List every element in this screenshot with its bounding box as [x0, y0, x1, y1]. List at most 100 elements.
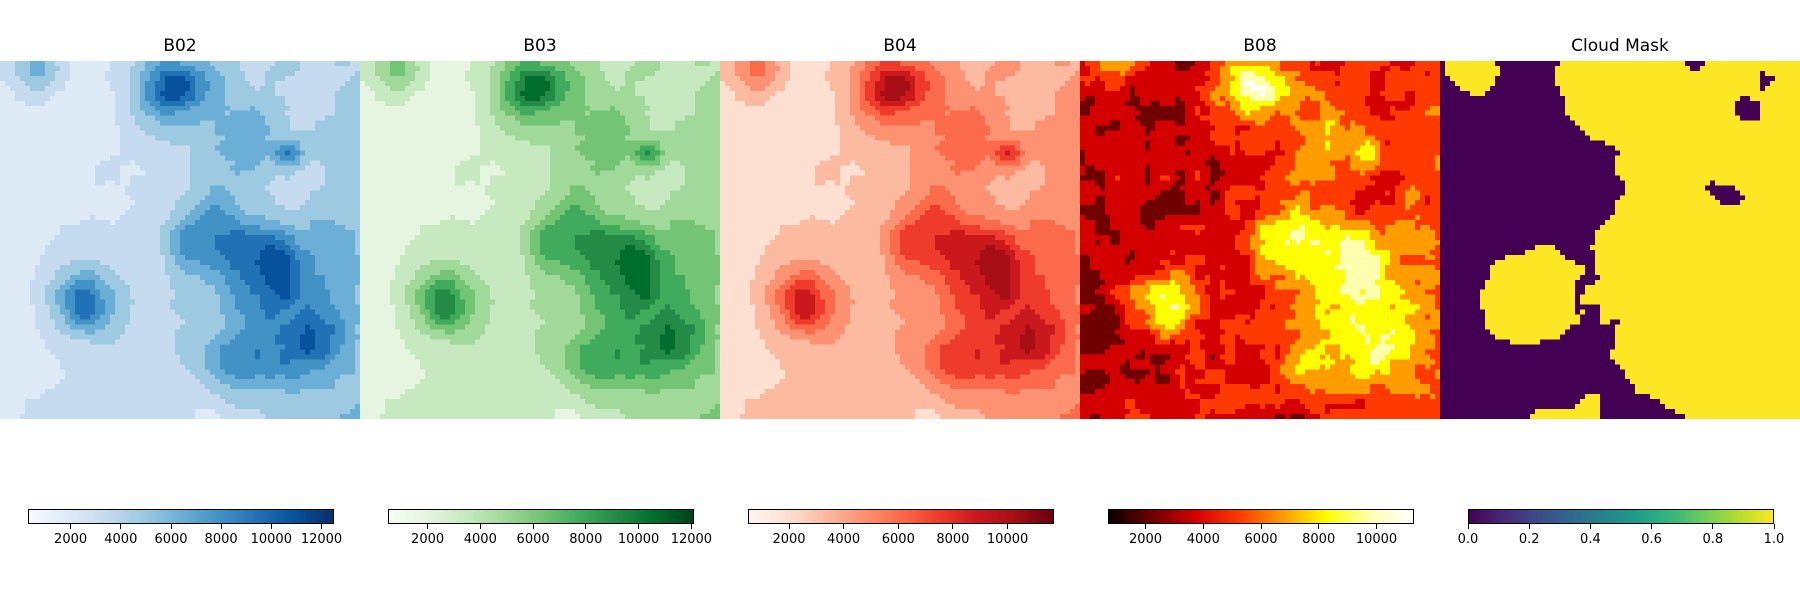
heatmap-cell	[255, 170, 261, 176]
heatmap-cell	[170, 185, 176, 191]
heatmap-cell	[190, 250, 196, 256]
heatmap-cell	[265, 290, 271, 296]
heatmap-cell	[225, 295, 231, 301]
heatmap-cell	[45, 111, 51, 117]
heatmap-cell	[115, 146, 121, 152]
heatmap-cell	[250, 146, 256, 152]
heatmap-cell	[25, 325, 31, 331]
heatmap-cell	[70, 305, 76, 311]
heatmap-cell	[140, 155, 146, 161]
heatmap-cell	[45, 310, 51, 316]
heatmap-cell	[215, 96, 221, 102]
heatmap-cell	[50, 76, 56, 82]
heatmap-cell	[170, 384, 176, 390]
heatmap-cell	[220, 160, 226, 166]
heatmap-cell	[15, 374, 21, 380]
heatmap-cell	[225, 245, 231, 251]
heatmap-cell	[260, 235, 266, 241]
heatmap-cell	[295, 364, 301, 370]
heatmap-cell	[195, 155, 201, 161]
heatmap-cell	[205, 334, 211, 340]
heatmap-cell	[230, 215, 236, 221]
heatmap-cell	[155, 205, 161, 211]
heatmap-cell	[215, 389, 221, 395]
heatmap-cell	[225, 96, 231, 102]
heatmap-cell	[180, 106, 186, 112]
heatmap-cell	[35, 354, 41, 360]
heatmap-cell	[50, 334, 56, 340]
heatmap-cell	[155, 394, 161, 400]
heatmap-cell	[265, 260, 271, 266]
heatmap-cell	[115, 334, 121, 340]
heatmap-cell	[270, 151, 276, 157]
heatmap-cell	[325, 235, 331, 241]
heatmap-cell	[65, 334, 71, 340]
heatmap-cell	[285, 210, 291, 216]
heatmap-cell	[325, 374, 331, 380]
heatmap-cell	[205, 91, 211, 97]
heatmap-cell	[145, 76, 151, 82]
heatmap-cell	[215, 61, 221, 67]
heatmap-cell	[70, 205, 76, 211]
heatmap-cell	[10, 270, 16, 276]
heatmap-cell	[265, 334, 271, 340]
heatmap-cell	[135, 255, 141, 261]
heatmap-cell	[60, 275, 66, 281]
heatmap-cell	[150, 354, 156, 360]
heatmap-cell	[100, 399, 106, 405]
heatmap-cell	[115, 185, 121, 191]
heatmap-cell	[345, 76, 351, 82]
heatmap-cell	[160, 325, 166, 331]
heatmap-cell	[30, 170, 36, 176]
heatmap-cell	[190, 389, 196, 395]
heatmap-cell	[105, 374, 111, 380]
heatmap-cell	[25, 339, 31, 345]
heatmap-cell	[45, 101, 51, 107]
heatmap-cell	[35, 106, 41, 112]
heatmap-cell	[210, 320, 216, 326]
heatmap-cell	[115, 175, 121, 181]
heatmap-cell	[110, 310, 116, 316]
heatmap-cell	[25, 185, 31, 191]
heatmap-cell	[215, 339, 221, 345]
heatmap-cell	[290, 275, 296, 281]
heatmap-cell	[65, 121, 71, 127]
heatmap-cell	[290, 101, 296, 107]
heatmap-cell	[205, 225, 211, 231]
heatmap-cell	[215, 225, 221, 231]
heatmap-cell	[210, 255, 216, 261]
heatmap-cell	[160, 210, 166, 216]
heatmap-cell	[80, 235, 86, 241]
heatmap-cell	[270, 290, 276, 296]
heatmap-cell	[70, 86, 76, 92]
heatmap-cell	[330, 215, 336, 221]
heatmap-cell	[200, 195, 206, 201]
heatmap-cell	[150, 369, 156, 375]
heatmap-cell	[10, 245, 16, 251]
heatmap-cell	[80, 151, 86, 157]
heatmap-cell	[230, 230, 236, 236]
heatmap-cell	[95, 235, 101, 241]
heatmap-cell	[250, 235, 256, 241]
heatmap-cell	[50, 91, 56, 97]
heatmap-cell	[70, 379, 76, 385]
heatmap-cell	[310, 210, 316, 216]
heatmap-cell	[25, 255, 31, 261]
heatmap-cell	[320, 315, 326, 321]
heatmap-cell	[145, 280, 151, 286]
heatmap-cell	[160, 320, 166, 326]
heatmap-cell	[215, 136, 221, 142]
heatmap-cell	[15, 394, 21, 400]
heatmap-cell	[280, 210, 286, 216]
heatmap-cell	[330, 91, 336, 97]
heatmap-cell	[140, 344, 146, 350]
heatmap-cell	[15, 200, 21, 206]
heatmap-cell	[110, 91, 116, 97]
heatmap-cell	[290, 384, 296, 390]
heatmap-cell	[310, 205, 316, 211]
heatmap-cell	[210, 96, 216, 102]
heatmap-cell	[310, 364, 316, 370]
heatmap-cell	[115, 285, 121, 291]
heatmap-cell	[165, 185, 171, 191]
heatmap-cell	[55, 136, 61, 142]
